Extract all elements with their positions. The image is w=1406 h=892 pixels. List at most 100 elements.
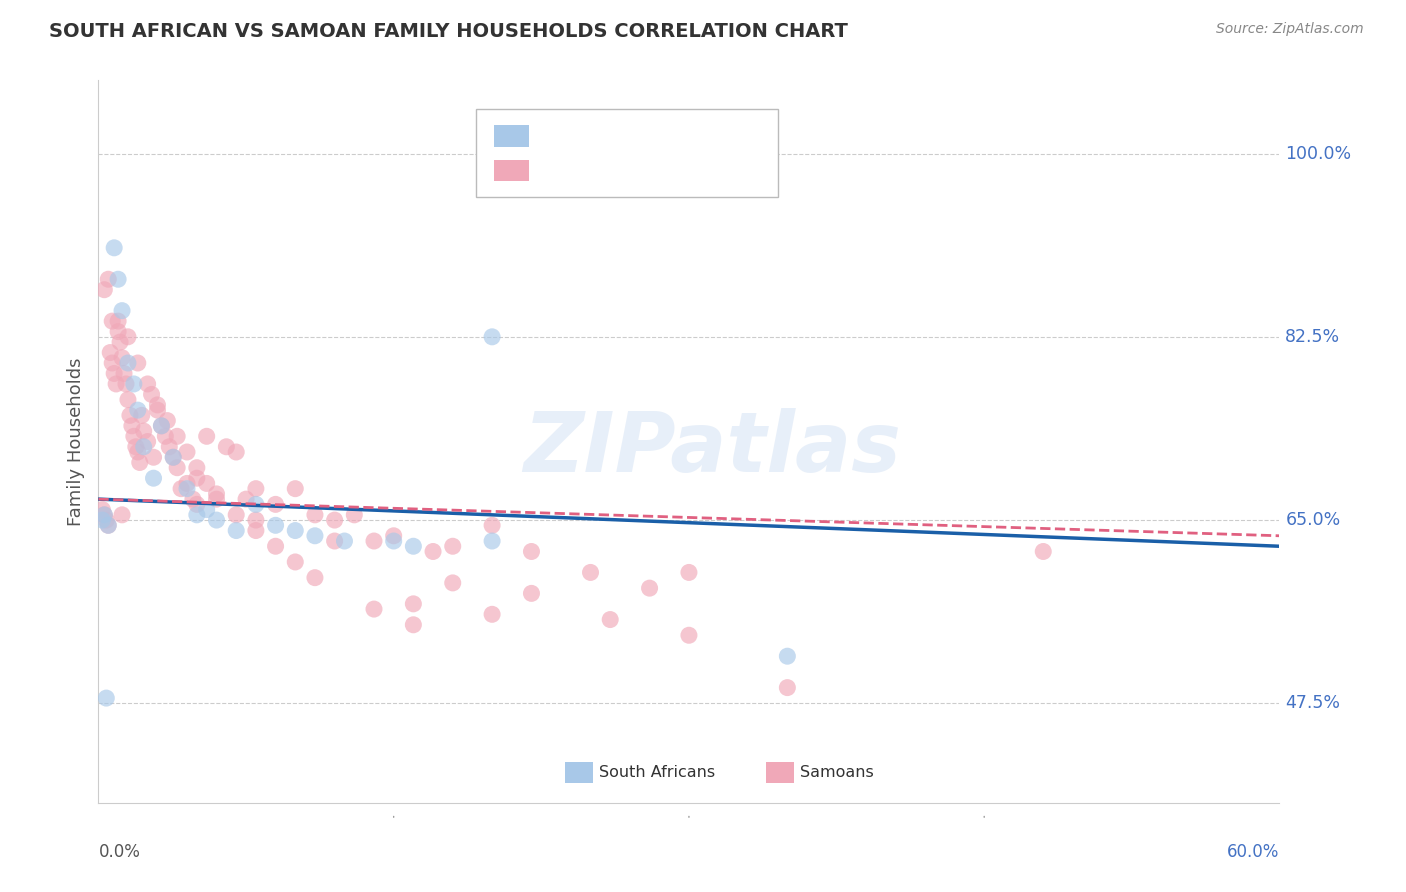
- Point: [186, 460, 208, 475]
- Text: 0.0%: 0.0%: [98, 843, 141, 861]
- Point: [284, 555, 307, 569]
- Text: South Africans: South Africans: [599, 765, 716, 780]
- Point: [176, 482, 198, 496]
- Point: [481, 518, 503, 533]
- Point: [162, 450, 184, 465]
- Point: [186, 508, 208, 522]
- Point: [245, 513, 267, 527]
- Point: [96, 691, 118, 706]
- Point: [105, 376, 128, 391]
- Point: [422, 544, 444, 558]
- Point: [176, 445, 198, 459]
- Point: [118, 409, 141, 423]
- Point: [402, 617, 425, 632]
- Point: [245, 524, 267, 538]
- Point: [91, 513, 114, 527]
- Point: [195, 502, 218, 516]
- Point: [136, 376, 159, 391]
- Point: [101, 314, 124, 328]
- Text: 60.0%: 60.0%: [1227, 843, 1279, 861]
- Point: [323, 513, 346, 527]
- Point: [141, 387, 163, 401]
- Text: N = 29: N = 29: [678, 127, 740, 145]
- Point: [363, 602, 385, 616]
- Point: [115, 376, 138, 391]
- Point: [103, 367, 125, 381]
- Point: [107, 272, 129, 286]
- Point: [162, 450, 184, 465]
- FancyBboxPatch shape: [477, 109, 778, 196]
- Point: [205, 492, 228, 507]
- Point: [101, 356, 124, 370]
- Point: [103, 241, 125, 255]
- Point: [481, 534, 503, 549]
- Point: [579, 566, 602, 580]
- Point: [131, 409, 153, 423]
- Point: [186, 497, 208, 511]
- Text: 47.5%: 47.5%: [1285, 694, 1340, 713]
- Point: [441, 539, 464, 553]
- Point: [678, 566, 700, 580]
- Point: [127, 356, 149, 370]
- Point: [304, 571, 326, 585]
- Point: [128, 455, 150, 469]
- Point: [111, 508, 134, 522]
- Text: 65.0%: 65.0%: [1285, 511, 1340, 529]
- Point: [142, 471, 165, 485]
- Point: [96, 513, 118, 527]
- Point: [186, 471, 208, 485]
- Point: [117, 392, 139, 407]
- Point: [132, 424, 155, 438]
- FancyBboxPatch shape: [494, 125, 530, 147]
- Point: [304, 508, 326, 522]
- Point: [225, 445, 247, 459]
- Point: [146, 403, 169, 417]
- Point: [195, 476, 218, 491]
- Point: [156, 414, 179, 428]
- Point: [441, 575, 464, 590]
- Point: [121, 418, 143, 433]
- Point: [127, 445, 149, 459]
- Point: [176, 476, 198, 491]
- Point: [127, 403, 149, 417]
- Point: [304, 529, 326, 543]
- Point: [215, 440, 238, 454]
- Point: [323, 534, 346, 549]
- Point: [225, 524, 247, 538]
- Point: [638, 581, 661, 595]
- Point: [117, 330, 139, 344]
- Point: [93, 508, 115, 522]
- Point: [97, 518, 120, 533]
- Point: [111, 303, 134, 318]
- Point: [93, 508, 115, 522]
- FancyBboxPatch shape: [766, 763, 794, 782]
- Y-axis label: Family Households: Family Households: [66, 358, 84, 525]
- Point: [284, 524, 307, 538]
- Point: [776, 649, 799, 664]
- Text: 82.5%: 82.5%: [1285, 328, 1340, 346]
- Point: [136, 434, 159, 449]
- Point: [776, 681, 799, 695]
- Point: [150, 418, 173, 433]
- Point: [481, 607, 503, 622]
- Point: [107, 325, 129, 339]
- Point: [382, 529, 405, 543]
- Point: [205, 513, 228, 527]
- Point: [166, 460, 188, 475]
- Text: N = 88: N = 88: [678, 161, 740, 179]
- Point: [678, 628, 700, 642]
- Text: R = -0.131: R = -0.131: [538, 127, 628, 145]
- Point: [112, 367, 135, 381]
- Text: 100.0%: 100.0%: [1285, 145, 1351, 162]
- Point: [333, 534, 356, 549]
- Point: [195, 429, 218, 443]
- Point: [132, 440, 155, 454]
- Point: [264, 539, 287, 553]
- Point: [181, 492, 204, 507]
- Point: [155, 429, 177, 443]
- Point: [150, 418, 173, 433]
- Point: [363, 534, 385, 549]
- Point: [245, 497, 267, 511]
- Point: [166, 429, 188, 443]
- Point: [125, 440, 148, 454]
